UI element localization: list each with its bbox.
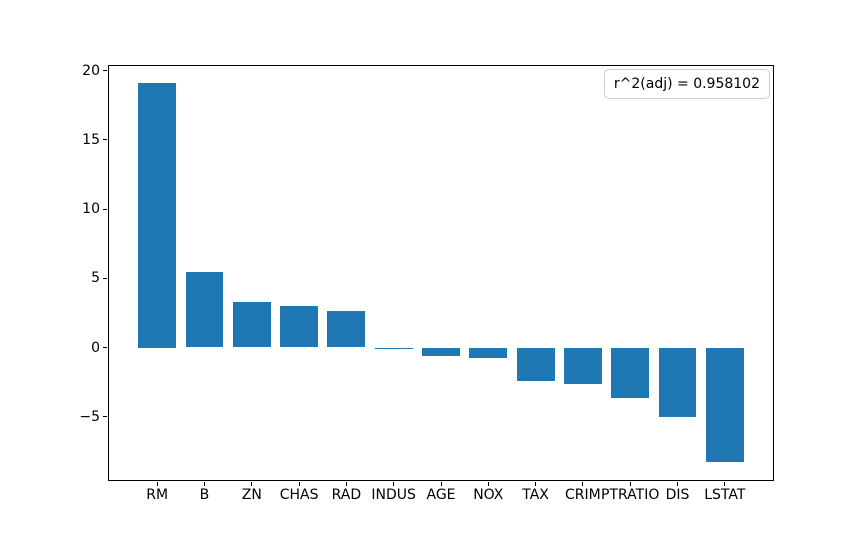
y-tick-label-20: 20: [82, 62, 100, 79]
x-tick-mark: [677, 482, 678, 486]
x-tick-mark: [487, 482, 489, 486]
x-tick-label-tax: TAX: [522, 487, 549, 503]
plot-area: 20 15 10 5 0 −5 RM B ZN CHAS RAD INDUS AGE NOX TAX CRI…: [79, 63, 774, 503]
bar-age: [422, 347, 460, 356]
x-tick-label-dis: DIS: [665, 487, 690, 503]
y-tick-label-5: 5: [91, 270, 100, 287]
x-tick-mark: [582, 482, 584, 486]
bar-rad: [327, 311, 366, 348]
annotation-box: r^2(adj) = 0.958102: [603, 69, 770, 99]
y-tick-mark: [103, 416, 107, 418]
y-tick-mark: [103, 277, 107, 279]
x-tick-mark: [298, 482, 300, 486]
bar-dis: [658, 347, 697, 417]
y-tick-label-10: 10: [82, 201, 100, 218]
x-tick-label-age: AGE: [426, 487, 456, 503]
bar-crim: [563, 347, 602, 384]
bar-ptratio: [611, 347, 650, 399]
x-tick-label-chas: CHAS: [279, 487, 319, 503]
annotation-text: r^2(adj) = 0.958102: [613, 76, 760, 92]
x-tick-label-indus: INDUS: [371, 487, 416, 503]
bar-indus: [374, 347, 413, 349]
y-tick-label-0: 0: [91, 339, 100, 356]
x-tick-mark: [440, 482, 442, 486]
x-tick-label-ptratio: PTRATIO: [601, 487, 660, 503]
bar-lstat: [705, 347, 744, 463]
x-tick-mark: [393, 482, 395, 486]
y-tick-mark: [103, 347, 107, 348]
y-tick-label--5: −5: [79, 408, 100, 425]
bar-b: [185, 272, 224, 348]
x-tick-label-rm: RM: [146, 487, 169, 503]
y-tick-label-15: 15: [82, 131, 100, 148]
x-tick-label-lstat: LSTAT: [704, 487, 746, 503]
x-tick-mark: [156, 482, 158, 486]
x-tick-label-nox: NOX: [473, 487, 504, 503]
bar-tax: [516, 347, 555, 381]
bar-rm: [138, 83, 177, 348]
x-tick-mark: [724, 482, 726, 486]
x-tick-label-crim: CRIM: [565, 487, 601, 503]
x-tick-label-rad: RAD: [331, 487, 362, 503]
x-tick-label-b: B: [199, 487, 210, 503]
bar-chas: [280, 305, 318, 348]
x-tick-label-zn: ZN: [241, 487, 262, 503]
x-tick-mark: [203, 482, 205, 486]
x-tick-mark: [535, 482, 537, 486]
bar-zn: [232, 301, 271, 348]
bar-nox: [469, 347, 508, 359]
y-tick-mark: [103, 139, 107, 141]
y-tick-mark: [103, 70, 107, 72]
x-tick-mark: [251, 482, 253, 486]
x-tick-mark: [629, 482, 631, 486]
y-tick-mark: [103, 208, 107, 210]
x-tick-mark: [345, 482, 347, 486]
